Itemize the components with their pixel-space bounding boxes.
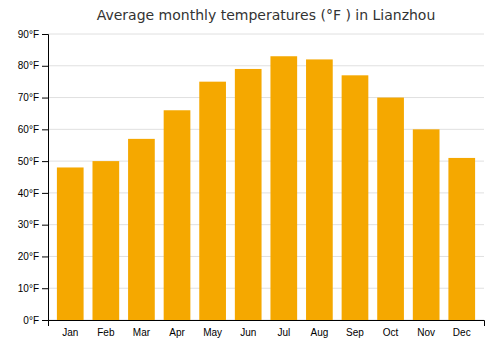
tick-label: Mar (133, 327, 151, 338)
bar (199, 82, 226, 320)
chart: 0°F 10°F 20°F 30°F 40°F 50°F 60°F 70°F 80°F 90°F J… (0, 0, 500, 350)
title: Average monthly temperatures (°F ) in Li… (97, 7, 436, 23)
tick-label: May (203, 327, 222, 338)
plot: 0°F 10°F 20°F 30°F 40°F 50°F 60°F 70°F 80°F 90°F J… (18, 29, 485, 338)
bars (57, 56, 475, 320)
tick-label: Jun (240, 327, 256, 338)
axis-line (49, 321, 485, 327)
tick: 70°F (18, 92, 48, 103)
bar (92, 161, 119, 320)
bar (342, 75, 369, 320)
tick-mark (42, 256, 48, 257)
bar (377, 98, 404, 320)
bar (306, 59, 333, 320)
tick-label: Jul (277, 327, 290, 338)
tick: Oct (383, 327, 399, 338)
bar (57, 167, 84, 320)
tick: Sep (346, 327, 364, 338)
tick-label: 50°F (18, 156, 39, 167)
tick: 40°F (18, 188, 48, 199)
tick-mark (42, 66, 48, 67)
tick-label: 30°F (18, 219, 39, 230)
tick: 20°F (18, 251, 48, 262)
tick: Jun (240, 327, 256, 338)
tick-mark (42, 98, 48, 99)
tick-label: Aug (310, 327, 328, 338)
tick: Dec (453, 327, 471, 338)
bar (235, 69, 262, 320)
grid-line (48, 97, 484, 98)
tick-label: Apr (169, 327, 185, 338)
tick-label: Feb (97, 327, 115, 338)
tick-mark (42, 34, 48, 35)
tick: Mar (133, 327, 151, 338)
tick-mark (42, 129, 48, 130)
bar (270, 56, 297, 320)
grid (48, 34, 484, 320)
bar (128, 139, 155, 320)
tick: 90°F (18, 29, 48, 40)
grid-line (48, 65, 484, 66)
tick: Nov (417, 327, 435, 338)
tick-mark (42, 320, 48, 321)
tick-mark (42, 161, 48, 162)
tick-label: Nov (417, 327, 435, 338)
bar (164, 110, 191, 320)
bar (413, 129, 440, 320)
tick-label: 90°F (18, 29, 39, 40)
tick-label: Sep (346, 327, 364, 338)
tick: 30°F (18, 219, 48, 230)
axis-line (42, 35, 49, 321)
tick-mark (42, 193, 48, 194)
tick: Jan (62, 327, 78, 338)
y-axis: 0°F 10°F 20°F 30°F 40°F 50°F 60°F 70°F 80°F 90°F (18, 29, 49, 326)
tick: Apr (169, 327, 185, 338)
x-axis: Jan Feb Mar Apr May Jun Jul Aug Sep Oct Nov Dec (49, 321, 485, 339)
tick: Jul (277, 327, 290, 338)
tick-label: 20°F (18, 251, 39, 262)
tick: 10°F (18, 283, 48, 294)
tick: 0°F (23, 315, 48, 326)
tick-label: Dec (453, 327, 471, 338)
tick-mark (42, 288, 48, 289)
bar (448, 158, 475, 320)
tick: 60°F (18, 124, 48, 135)
tick: 50°F (18, 156, 48, 167)
tick-label: 10°F (18, 283, 39, 294)
tick-label: 80°F (18, 60, 39, 71)
tick-label: 60°F (18, 124, 39, 135)
tick-label: Oct (383, 327, 399, 338)
tick-mark (42, 225, 48, 226)
tick: Feb (97, 327, 115, 338)
tick-label: 0°F (23, 315, 39, 326)
grid-line (48, 34, 484, 35)
tick-label: 70°F (18, 92, 39, 103)
tick: Aug (310, 327, 328, 338)
tick: 80°F (18, 60, 48, 71)
tick-label: Jan (62, 327, 78, 338)
tick: May (203, 327, 222, 338)
tick-label: 40°F (18, 188, 39, 199)
